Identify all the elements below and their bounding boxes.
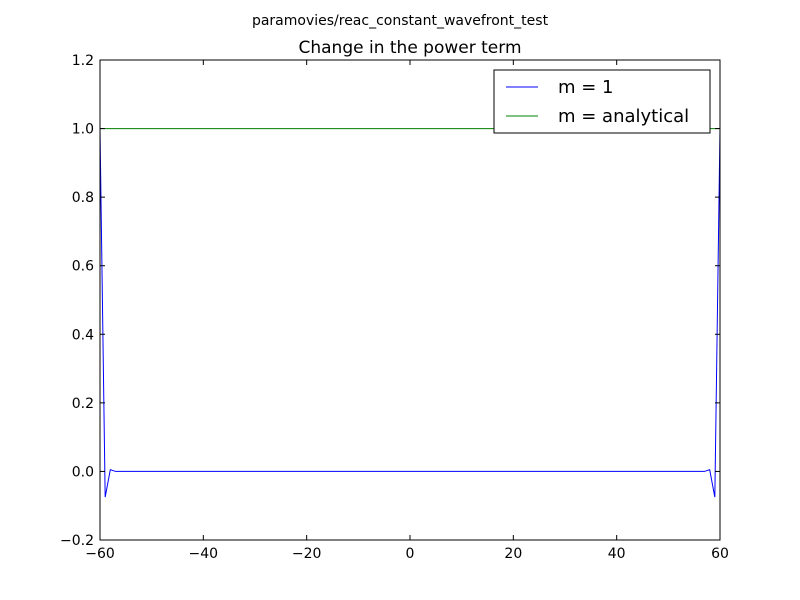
- y-tick-label: 0.6: [72, 259, 94, 275]
- y-tick-label: 0.8: [72, 190, 94, 206]
- figure-suptitle: paramovies/reac_constant_wavefront_test: [252, 13, 549, 29]
- x-tick-label: −40: [189, 546, 219, 562]
- chart-title: Change in the power term: [298, 38, 521, 58]
- series-layer: [99, 128, 721, 498]
- legend: m = 1 m = analytical: [493, 69, 711, 134]
- y-tick-label: −0.2: [60, 533, 94, 549]
- legend-box: [493, 69, 711, 134]
- x-tick-label: 60: [711, 546, 729, 562]
- plot-frame: [99, 59, 721, 541]
- y-tick-label: 0.0: [72, 464, 94, 480]
- x-tick-label: −60: [85, 546, 115, 562]
- series-line-m-1: [99, 128, 721, 498]
- legend-label-m-analytical: m = analytical: [558, 106, 689, 127]
- y-tick-label: 1.2: [72, 53, 94, 69]
- y-tick-label: 1.0: [72, 122, 94, 138]
- x-tick-label: 0: [406, 546, 415, 562]
- x-tick-label: 40: [608, 546, 626, 562]
- x-tick-label: −20: [292, 546, 322, 562]
- legend-label-m-1: m = 1: [558, 77, 614, 98]
- y-tick-label: 0.2: [72, 396, 94, 412]
- x-tick-label: 20: [504, 546, 522, 562]
- y-tick-label: 0.4: [72, 327, 94, 343]
